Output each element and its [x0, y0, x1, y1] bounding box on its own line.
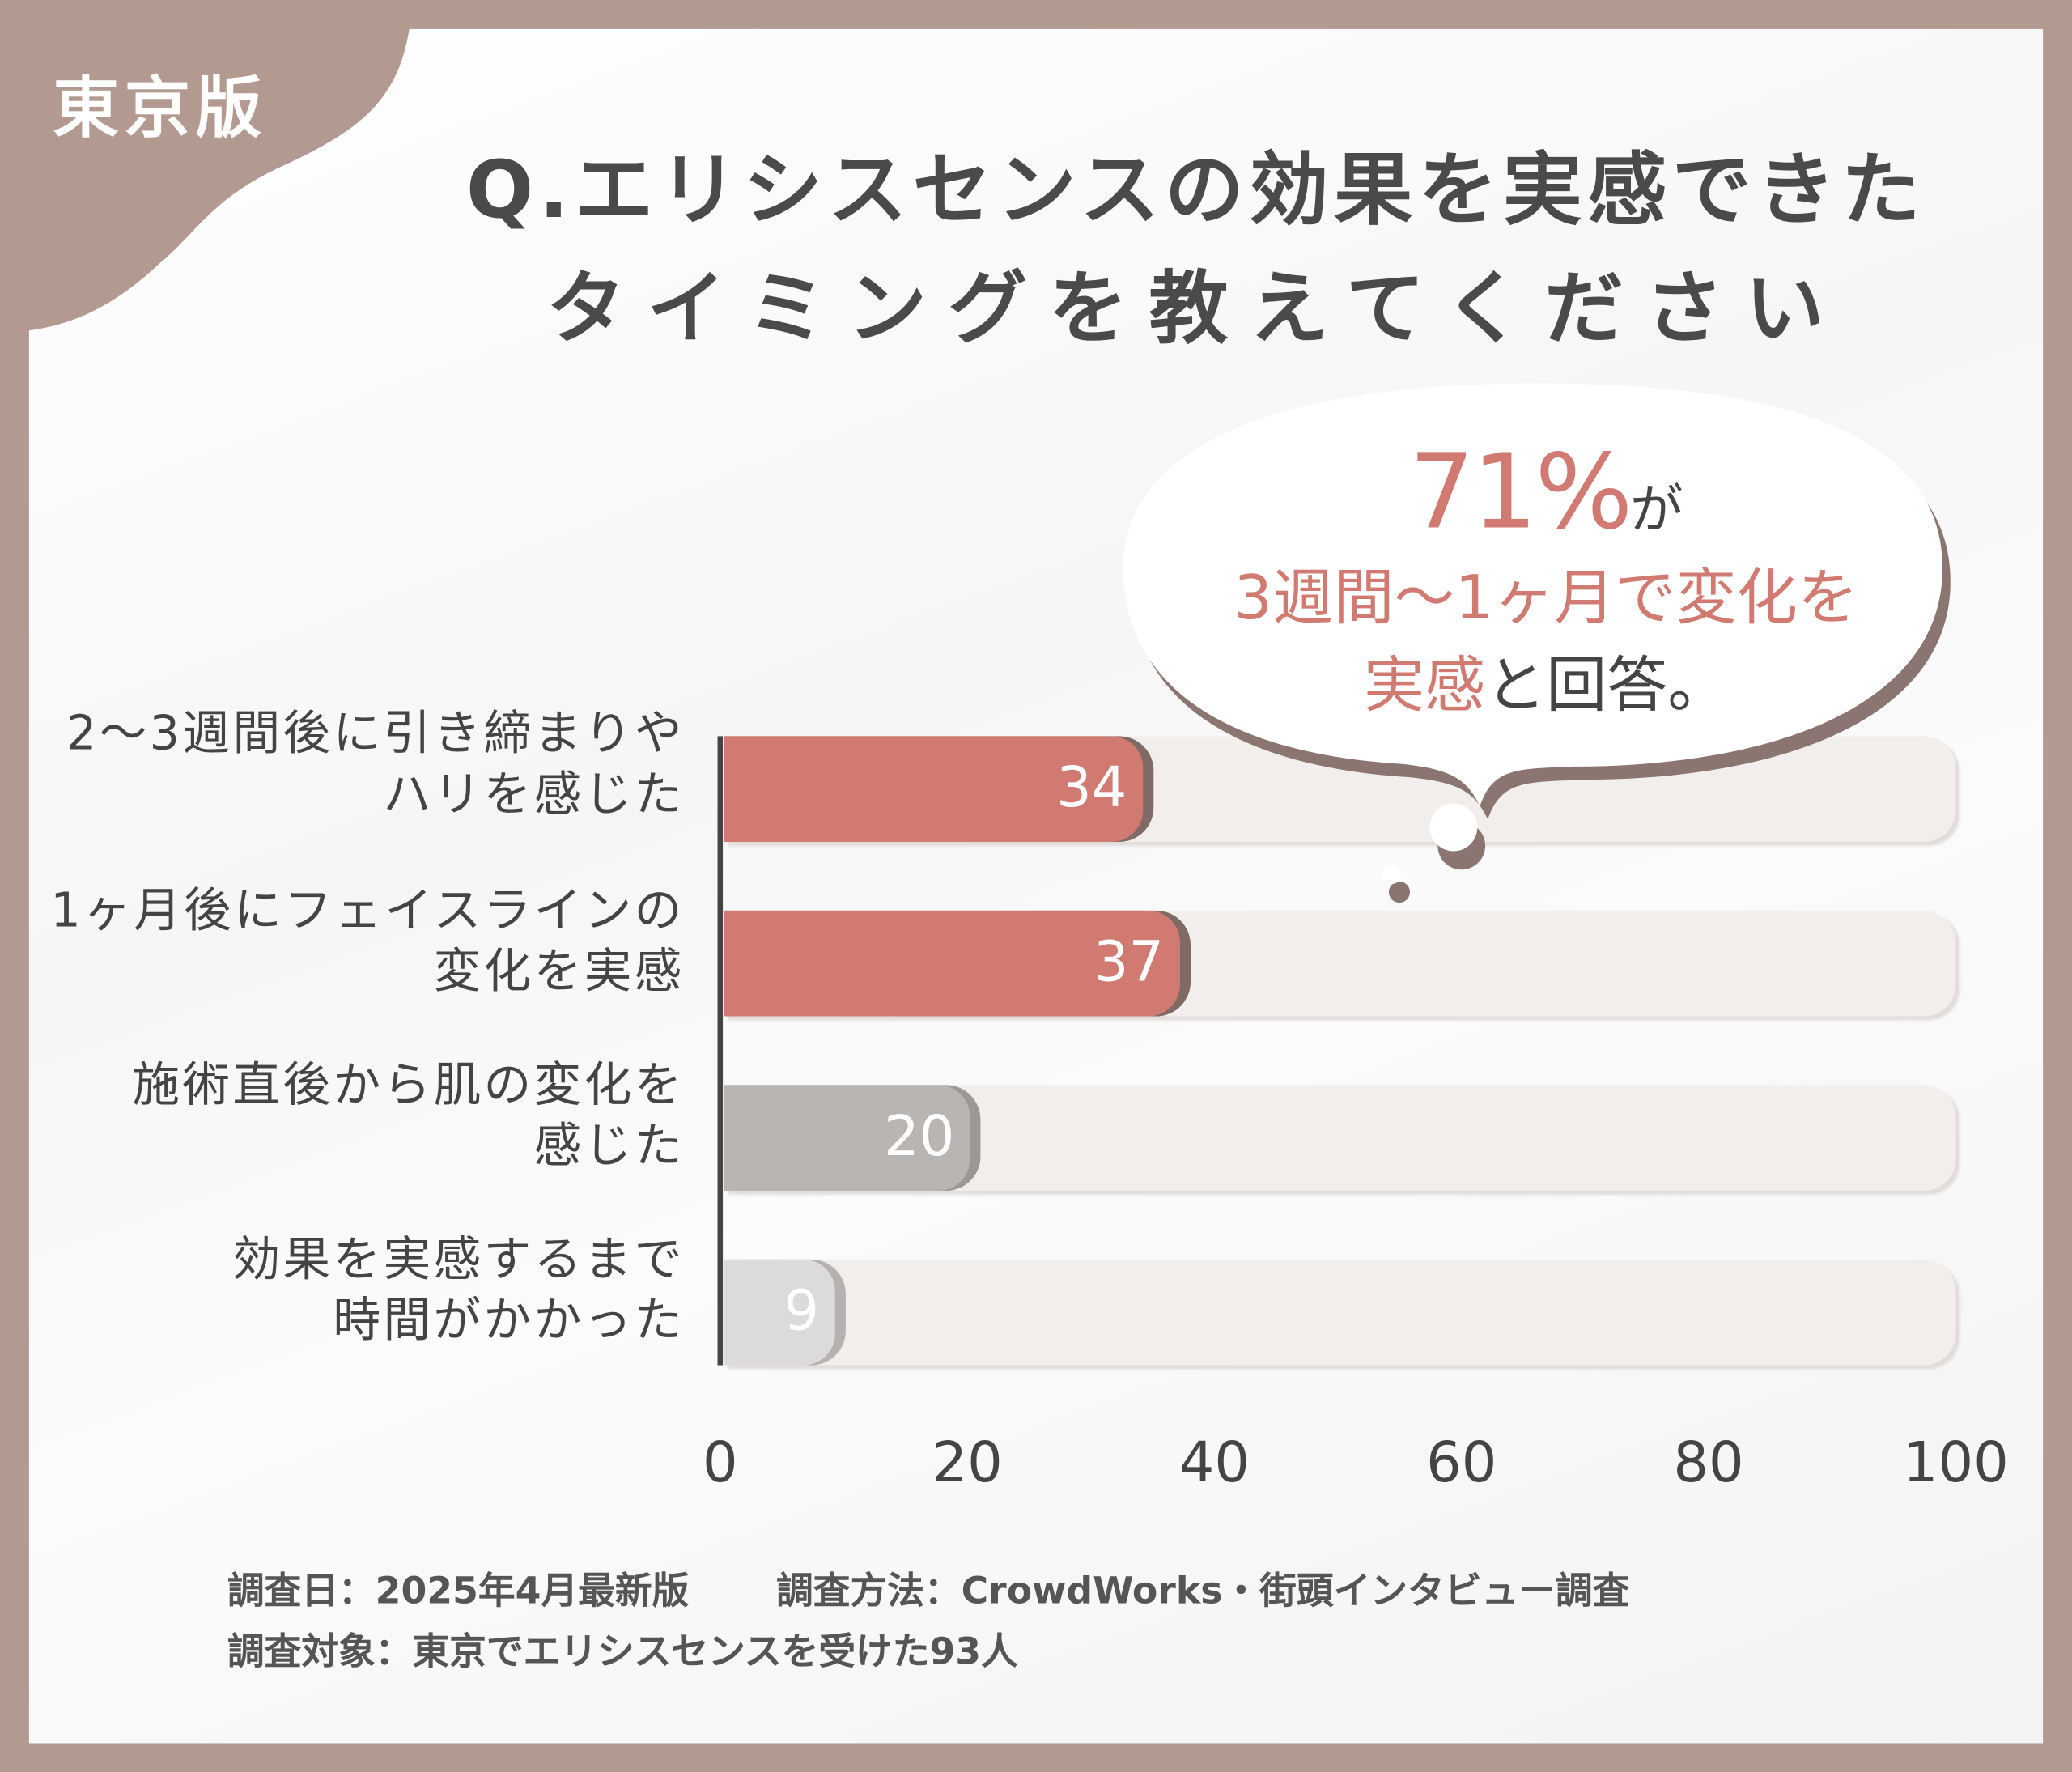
bar — [724, 1259, 835, 1366]
x-tick-label: 40 — [1178, 1430, 1250, 1495]
page-title-line1: Q.エリシスセンスの効果を実感できた — [465, 143, 1926, 237]
callout-headline: 71%が — [1136, 434, 1955, 553]
content-panel — [28, 28, 2044, 1744]
category-label: ハリを感じた — [383, 767, 685, 822]
callout-line2: 3週間〜1ヶ月で変化を — [1233, 561, 1858, 634]
bar — [724, 1085, 971, 1192]
bar-value-label: 9 — [783, 1277, 820, 1343]
bar-track — [724, 1259, 1956, 1366]
speech-bubble — [1123, 383, 1951, 903]
category-label: 施術直後から肌の変化を — [132, 1058, 685, 1113]
callout-percent: 71% — [1408, 433, 1633, 553]
corner-blob — [0, 0, 413, 331]
bar-value-label: 37 — [1093, 928, 1165, 994]
x-tick-label: 0 — [702, 1430, 738, 1495]
category-label: 2〜3週間後に引き締まりや — [66, 707, 685, 762]
callout-rest: と回答。 — [1485, 648, 1729, 720]
x-tick-label: 80 — [1673, 1430, 1744, 1495]
category-label: 1ヶ月後にフェイスラインの — [50, 884, 685, 939]
footer-target: 調査対象：東京でエリシスセンスを受けた93人 — [227, 1630, 1018, 1673]
page-title-line2: タイミングを教えてください — [546, 262, 1846, 356]
x-tick-label: 20 — [932, 1430, 1003, 1495]
x-tick-label: 60 — [1426, 1430, 1497, 1495]
bar-value-label: 34 — [1056, 754, 1127, 820]
callout-line3: 実感と回答。 — [1136, 637, 1955, 725]
footer-method: 調査方法：CrowdWorks・街頭インタビュー調査 — [776, 1568, 1630, 1613]
footer-date: 調査日：2025年4月最新版 — [227, 1568, 690, 1613]
bar — [724, 736, 1144, 842]
category-label: 時間がかかった — [333, 1294, 685, 1349]
footer-survey-info: 調査日：2025年4月最新版 調査方法：CrowdWorks・街頭インタビュー調査 — [227, 1562, 1629, 1615]
callout-ga: が — [1630, 479, 1684, 541]
y-axis-line — [717, 736, 724, 1366]
x-tick-label: 100 — [1902, 1430, 2009, 1495]
bar — [724, 910, 1180, 1017]
category-label: 変化を実感 — [433, 945, 685, 1000]
callout-highlight: 実感 — [1363, 648, 1486, 720]
category-label: 感じた — [533, 1119, 685, 1174]
category-label: 効果を実感するまで — [232, 1233, 685, 1288]
region-badge: 東京版 — [53, 70, 267, 147]
bar-value-label: 20 — [884, 1103, 955, 1169]
